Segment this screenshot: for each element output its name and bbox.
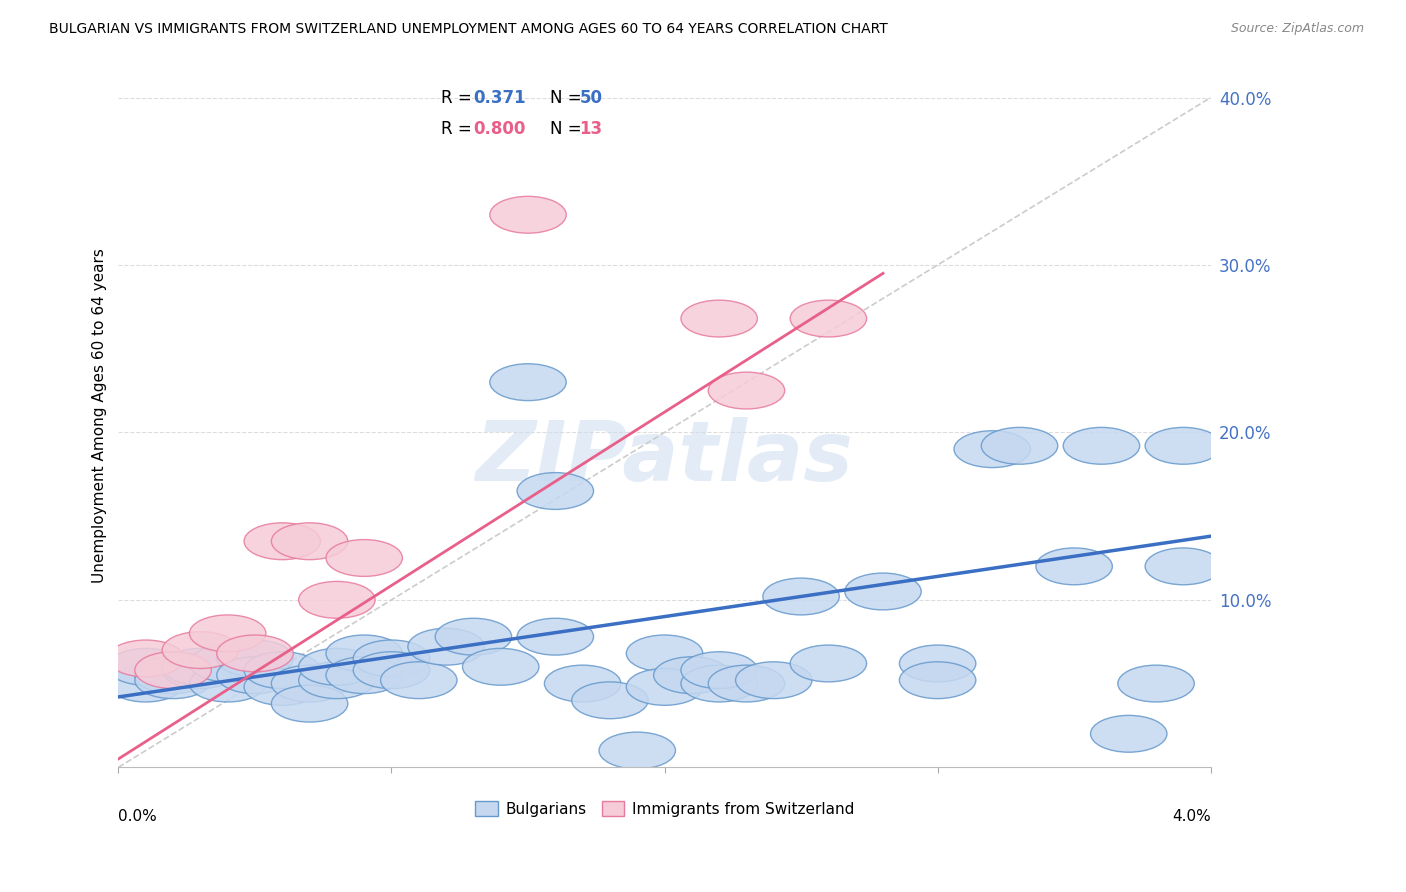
Ellipse shape bbox=[1118, 665, 1194, 702]
Ellipse shape bbox=[107, 665, 184, 702]
Text: 0.371: 0.371 bbox=[474, 88, 526, 107]
Ellipse shape bbox=[353, 652, 430, 689]
Ellipse shape bbox=[900, 662, 976, 698]
Ellipse shape bbox=[489, 364, 567, 401]
Y-axis label: Unemployment Among Ages 60 to 64 years: Unemployment Among Ages 60 to 64 years bbox=[93, 248, 107, 583]
Ellipse shape bbox=[298, 662, 375, 698]
Ellipse shape bbox=[654, 657, 730, 694]
Ellipse shape bbox=[162, 632, 239, 668]
Ellipse shape bbox=[107, 640, 184, 677]
Ellipse shape bbox=[790, 300, 866, 337]
Ellipse shape bbox=[107, 648, 184, 685]
Ellipse shape bbox=[271, 523, 347, 559]
Ellipse shape bbox=[517, 473, 593, 509]
Ellipse shape bbox=[709, 665, 785, 702]
Ellipse shape bbox=[763, 578, 839, 615]
Text: 0.800: 0.800 bbox=[474, 120, 526, 138]
Ellipse shape bbox=[162, 648, 239, 685]
Ellipse shape bbox=[436, 618, 512, 655]
Ellipse shape bbox=[845, 573, 921, 610]
Text: ZIPatlas: ZIPatlas bbox=[475, 417, 853, 499]
Ellipse shape bbox=[572, 681, 648, 719]
Ellipse shape bbox=[326, 657, 402, 694]
Ellipse shape bbox=[1063, 427, 1140, 464]
Ellipse shape bbox=[217, 657, 294, 694]
Ellipse shape bbox=[245, 652, 321, 689]
Ellipse shape bbox=[353, 640, 430, 677]
Ellipse shape bbox=[626, 668, 703, 706]
Text: Source: ZipAtlas.com: Source: ZipAtlas.com bbox=[1230, 22, 1364, 36]
Text: R =: R = bbox=[440, 120, 477, 138]
Text: N =: N = bbox=[550, 120, 586, 138]
Ellipse shape bbox=[162, 652, 239, 689]
Ellipse shape bbox=[735, 662, 813, 698]
Ellipse shape bbox=[681, 665, 758, 702]
Ellipse shape bbox=[135, 652, 211, 689]
Ellipse shape bbox=[326, 635, 402, 672]
Ellipse shape bbox=[981, 427, 1057, 464]
Text: 0.0%: 0.0% bbox=[118, 809, 157, 824]
Ellipse shape bbox=[1144, 427, 1222, 464]
Ellipse shape bbox=[298, 582, 375, 618]
Ellipse shape bbox=[463, 648, 538, 685]
Ellipse shape bbox=[381, 662, 457, 698]
Ellipse shape bbox=[271, 665, 347, 702]
Ellipse shape bbox=[517, 618, 593, 655]
Ellipse shape bbox=[1144, 548, 1222, 585]
Text: R =: R = bbox=[440, 88, 477, 107]
Ellipse shape bbox=[790, 645, 866, 681]
Ellipse shape bbox=[245, 668, 321, 706]
Ellipse shape bbox=[709, 372, 785, 409]
Ellipse shape bbox=[190, 645, 266, 681]
Ellipse shape bbox=[245, 523, 321, 559]
Ellipse shape bbox=[599, 732, 675, 769]
Ellipse shape bbox=[326, 540, 402, 576]
Ellipse shape bbox=[900, 645, 976, 681]
Ellipse shape bbox=[271, 685, 347, 722]
Ellipse shape bbox=[190, 665, 266, 702]
Ellipse shape bbox=[135, 657, 211, 694]
Text: 4.0%: 4.0% bbox=[1173, 809, 1211, 824]
Ellipse shape bbox=[217, 635, 294, 672]
Ellipse shape bbox=[544, 665, 621, 702]
Text: N =: N = bbox=[550, 88, 586, 107]
Ellipse shape bbox=[190, 615, 266, 652]
Ellipse shape bbox=[135, 662, 211, 698]
Text: 13: 13 bbox=[579, 120, 603, 138]
Ellipse shape bbox=[217, 640, 294, 677]
Ellipse shape bbox=[955, 431, 1031, 467]
Ellipse shape bbox=[1036, 548, 1112, 585]
Text: 50: 50 bbox=[579, 88, 602, 107]
Ellipse shape bbox=[681, 652, 758, 689]
Ellipse shape bbox=[489, 196, 567, 233]
Legend: Bulgarians, Immigrants from Switzerland: Bulgarians, Immigrants from Switzerland bbox=[468, 795, 860, 823]
Ellipse shape bbox=[681, 300, 758, 337]
Ellipse shape bbox=[1091, 715, 1167, 752]
Text: BULGARIAN VS IMMIGRANTS FROM SWITZERLAND UNEMPLOYMENT AMONG AGES 60 TO 64 YEARS : BULGARIAN VS IMMIGRANTS FROM SWITZERLAND… bbox=[49, 22, 889, 37]
Ellipse shape bbox=[626, 635, 703, 672]
Ellipse shape bbox=[298, 648, 375, 685]
Ellipse shape bbox=[408, 628, 484, 665]
